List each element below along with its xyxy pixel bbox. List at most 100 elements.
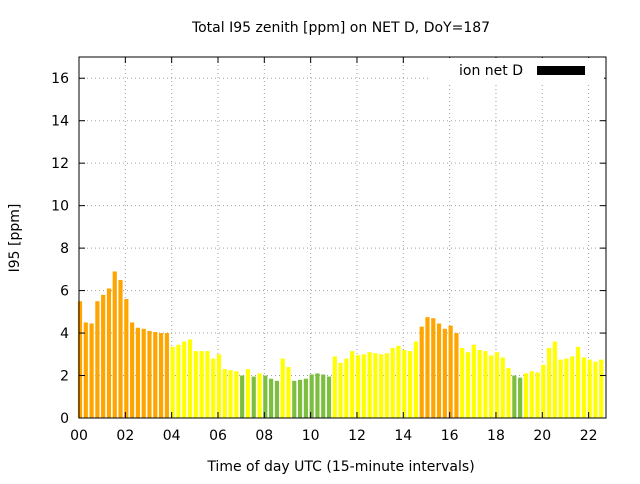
x-tick-label: 22	[580, 428, 598, 444]
bar	[483, 351, 488, 418]
bar	[245, 369, 251, 418]
y-tick-label: 10	[51, 199, 69, 215]
bar	[396, 345, 401, 418]
bar	[454, 333, 459, 418]
bar	[564, 358, 569, 418]
bar	[211, 358, 216, 418]
y-tick-label: 4	[60, 326, 69, 342]
bar	[344, 358, 349, 418]
bar	[292, 380, 297, 418]
plot-frame	[78, 56, 607, 419]
bar	[222, 369, 227, 418]
bar	[263, 375, 268, 418]
bar	[286, 367, 291, 418]
bar	[170, 346, 175, 418]
bar	[95, 301, 100, 418]
bar	[269, 378, 274, 418]
x-tick-label: 20	[533, 428, 551, 444]
bar	[280, 358, 285, 418]
bar	[199, 351, 204, 418]
x-tick-label: 02	[116, 428, 134, 444]
bar	[112, 271, 117, 418]
bar	[130, 322, 135, 418]
bar	[176, 344, 181, 418]
grid	[79, 57, 606, 418]
bar	[448, 325, 453, 418]
bar	[477, 350, 482, 418]
bar	[234, 371, 239, 418]
bar	[101, 294, 106, 418]
bar	[216, 354, 222, 418]
bar	[321, 374, 326, 418]
bar	[118, 279, 123, 418]
bar	[193, 351, 198, 418]
bar	[419, 326, 424, 418]
bar	[523, 373, 529, 418]
bar	[552, 341, 557, 418]
bar	[373, 353, 378, 418]
y-tick-label: 16	[51, 71, 69, 87]
bar	[257, 373, 262, 418]
bar	[153, 331, 158, 418]
bar	[297, 379, 303, 418]
x-tick-label: 16	[441, 428, 459, 444]
bar	[599, 359, 604, 418]
bar	[187, 339, 193, 418]
x-tick-label: 10	[302, 428, 320, 444]
bar	[158, 333, 164, 418]
bar	[326, 376, 332, 418]
bar	[338, 362, 343, 418]
bar	[135, 327, 140, 418]
x-tick-label: 14	[394, 428, 412, 444]
bar	[506, 368, 511, 418]
bar	[425, 317, 430, 418]
bar	[274, 380, 279, 418]
x-tick-label: 00	[70, 428, 88, 444]
bar	[489, 355, 494, 418]
bar	[587, 359, 592, 418]
bar	[570, 356, 575, 418]
bar	[500, 357, 505, 418]
bar	[471, 344, 476, 418]
bar	[228, 370, 233, 418]
bar	[575, 346, 581, 418]
x-tick-label: 04	[163, 428, 181, 444]
bar	[431, 318, 436, 418]
bar	[465, 352, 471, 418]
bar	[512, 375, 517, 418]
bar	[309, 374, 314, 418]
y-tick-label: 12	[51, 156, 69, 172]
bar	[593, 361, 598, 418]
bar	[147, 330, 152, 418]
bar	[367, 352, 372, 418]
bar	[390, 347, 395, 418]
bar	[361, 354, 366, 418]
y-tick-label: 6	[60, 284, 69, 300]
bar	[205, 351, 210, 418]
bar	[83, 322, 88, 418]
bar	[442, 328, 447, 418]
chart-title: Total I95 zenith [ppm] on NET D, DoY=187	[191, 20, 490, 36]
bar	[89, 323, 94, 418]
bar	[436, 323, 442, 418]
bar	[558, 359, 563, 418]
bar	[164, 333, 169, 418]
bar	[251, 376, 256, 418]
bar	[408, 351, 413, 418]
bar	[240, 375, 245, 418]
legend: ion net D	[428, 58, 604, 82]
bar	[402, 350, 407, 418]
bar	[303, 378, 308, 418]
y-tick-label: 14	[51, 114, 69, 130]
bar	[384, 353, 390, 418]
bar	[77, 301, 83, 418]
bar	[106, 288, 112, 418]
x-tick-label: 12	[348, 428, 366, 444]
legend-swatch	[537, 66, 585, 75]
bar	[518, 377, 523, 418]
bar	[124, 299, 129, 418]
bar	[315, 373, 320, 418]
